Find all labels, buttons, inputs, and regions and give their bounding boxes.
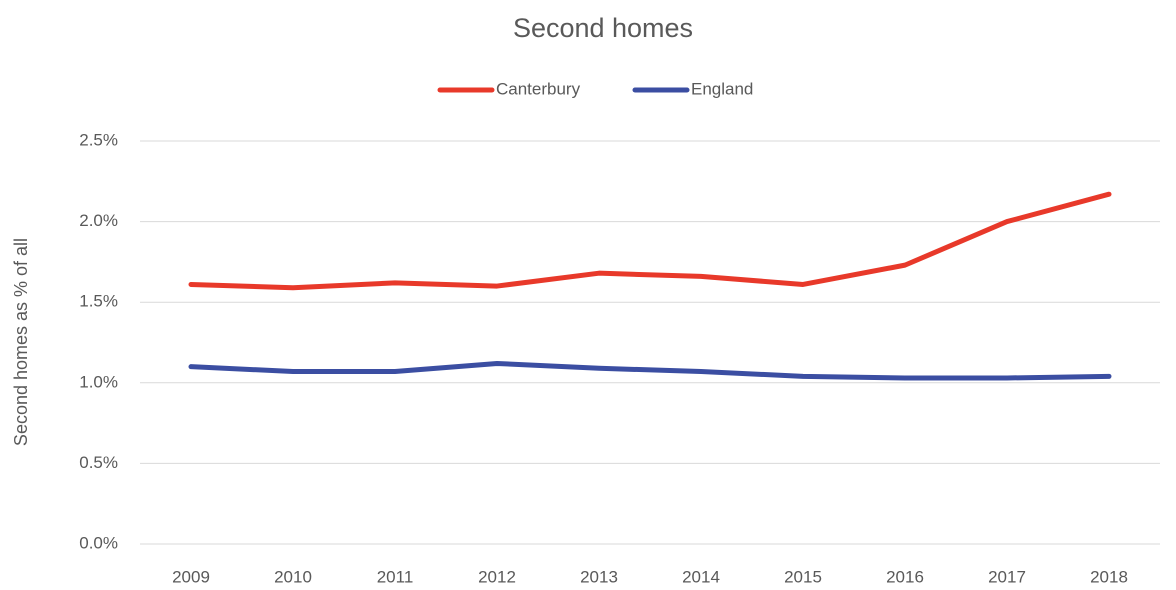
y-axis-label: Second homes as % of all xyxy=(11,238,31,446)
y-tick-label: 0.0% xyxy=(79,533,118,552)
legend-label: England xyxy=(691,79,753,98)
x-tick-label: 2010 xyxy=(274,567,312,586)
x-tick-label: 2016 xyxy=(886,567,924,586)
y-tick-label: 2.0% xyxy=(79,211,118,230)
series-line xyxy=(188,360,1112,381)
legend-label: Canterbury xyxy=(496,79,581,98)
y-tick-label: 0.5% xyxy=(79,453,118,472)
x-tick-label: 2018 xyxy=(1090,567,1128,586)
x-tick-label: 2014 xyxy=(682,567,720,586)
y-tick-label: 1.5% xyxy=(79,292,118,311)
y-tick-label: 1.0% xyxy=(79,372,118,391)
chart-title: Second homes xyxy=(513,13,693,43)
series-line xyxy=(188,191,1112,291)
x-tick-label: 2009 xyxy=(172,567,210,586)
x-tick-label: 2011 xyxy=(377,567,414,586)
x-tick-label: 2012 xyxy=(478,567,516,586)
x-tick-label: 2017 xyxy=(988,567,1026,586)
x-tick-label: 2013 xyxy=(580,567,618,586)
y-tick-label: 2.5% xyxy=(79,130,118,149)
x-tick-label: 2015 xyxy=(784,567,822,586)
